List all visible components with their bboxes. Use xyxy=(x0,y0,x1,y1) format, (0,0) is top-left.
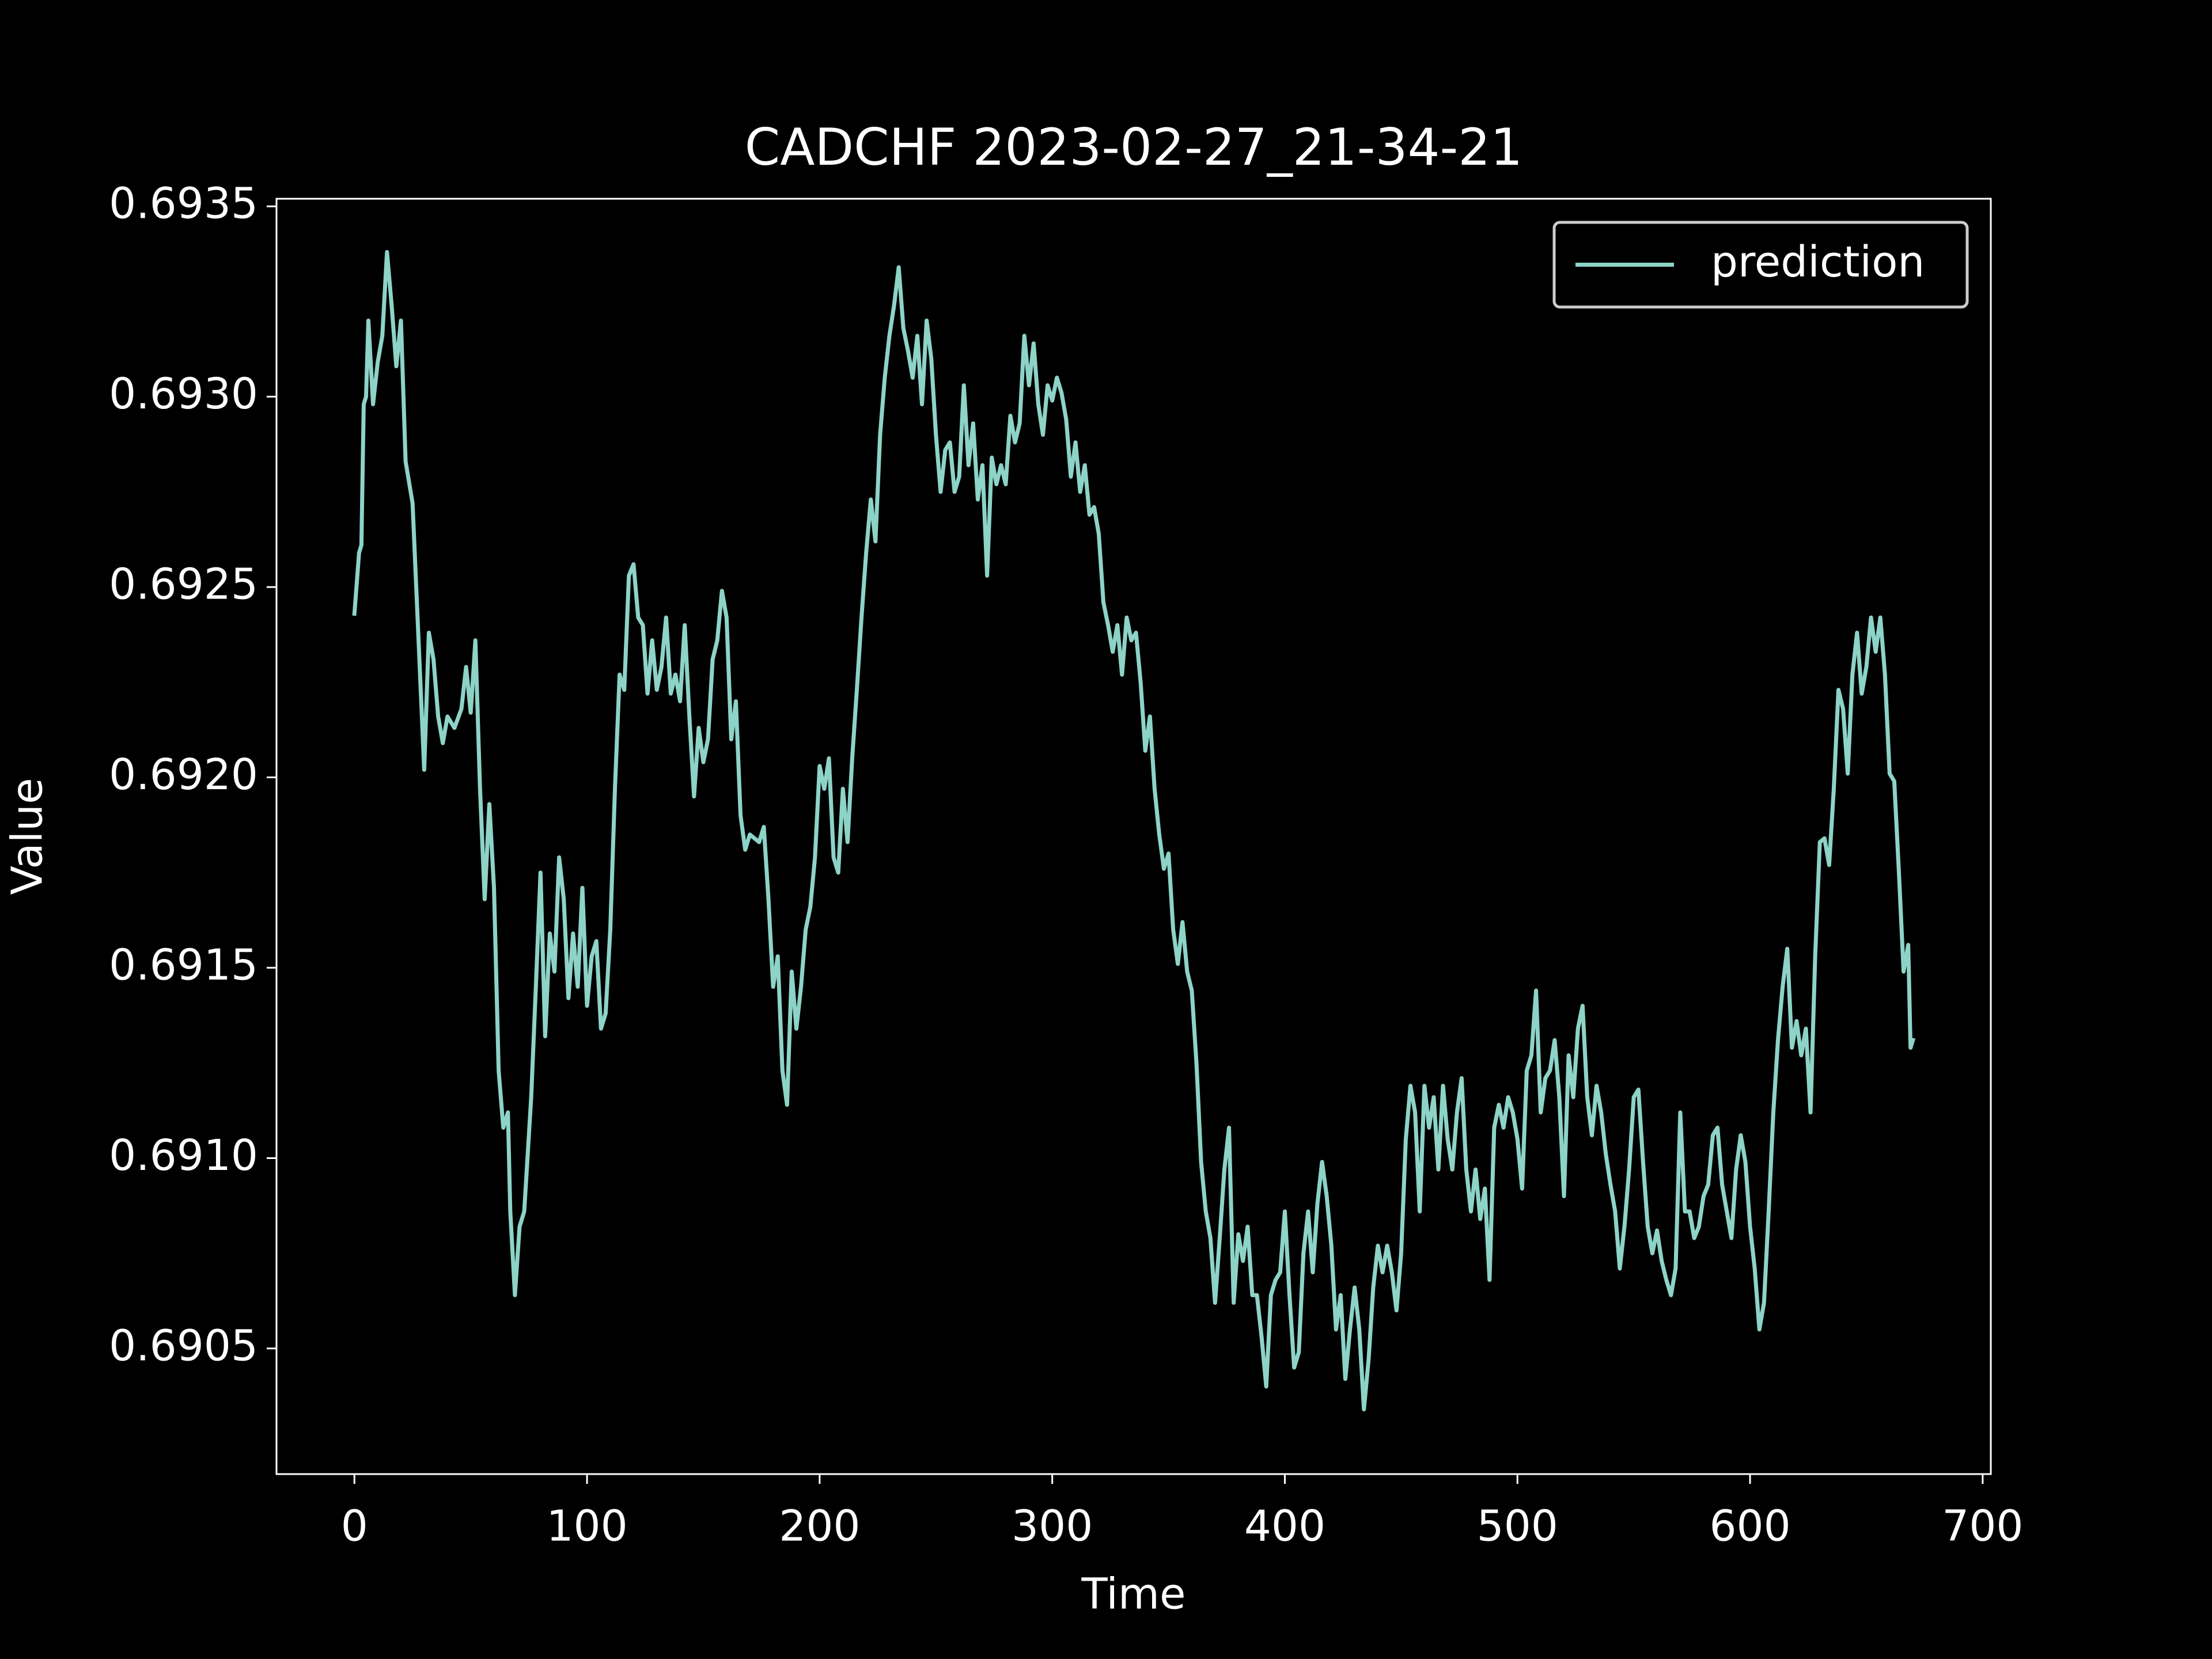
x-axis-label: Time xyxy=(1081,1570,1185,1619)
x-tick-label: 300 xyxy=(1012,1502,1093,1551)
y-tick-label: 0.6905 xyxy=(109,1321,258,1370)
y-axis-label: Value xyxy=(3,778,52,895)
axes-frame xyxy=(275,198,1992,1475)
legend-box xyxy=(1552,221,1969,309)
data-line xyxy=(352,250,1916,1412)
x-tick-label: 100 xyxy=(546,1502,627,1551)
y-tick-label: 0.6920 xyxy=(109,750,258,800)
x-tick-label: 700 xyxy=(1942,1502,2023,1551)
x-tick-label: 0 xyxy=(341,1502,368,1551)
chart-title: CADCHF 2023-02-27_21-34-21 xyxy=(745,118,1522,177)
y-tick-label: 0.6910 xyxy=(109,1131,258,1180)
legend-label: prediction xyxy=(1711,237,1925,287)
y-tick-label: 0.6915 xyxy=(109,941,258,990)
x-tick-label: 400 xyxy=(1244,1502,1325,1551)
y-tick-label: 0.6930 xyxy=(109,369,258,419)
x-tick-label: 200 xyxy=(779,1502,860,1551)
y-tick-label: 0.6935 xyxy=(109,179,258,229)
y-tick-label: 0.6925 xyxy=(109,560,258,609)
x-tick-label: 500 xyxy=(1477,1502,1558,1551)
x-tick-label: 600 xyxy=(1709,1502,1790,1551)
